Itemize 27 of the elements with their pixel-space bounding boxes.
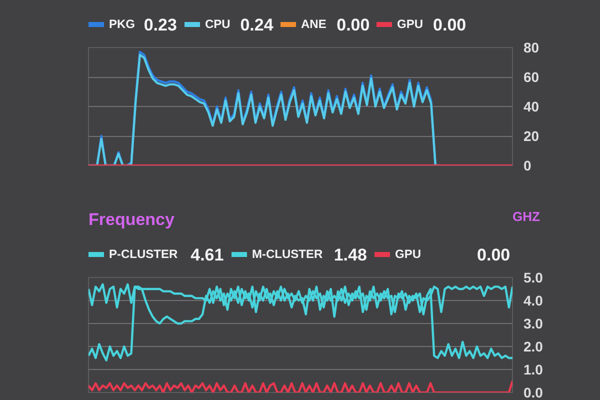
legend-label: GPU <box>395 247 422 261</box>
text: 0.24 <box>240 16 274 34</box>
chart-title: Frequency <box>88 210 176 229</box>
y-tick-label: 20 <box>524 128 540 144</box>
y-tick-label: 0 <box>524 158 532 174</box>
text: 0.23 <box>144 16 177 34</box>
y-tick-label: 40 <box>524 98 540 114</box>
y-tick-label: 80 <box>524 40 540 56</box>
legend-label: ANE <box>301 17 326 31</box>
legend-label: PKG <box>109 17 136 31</box>
text: 0.00 <box>336 16 370 34</box>
y-tick-label: 0.0 <box>524 384 544 400</box>
legend-label: CPU <box>205 17 230 31</box>
y-tick-label: 2.0 <box>524 338 544 354</box>
text: 0.00 <box>477 246 510 264</box>
y-tick-label: 4.0 <box>524 292 544 308</box>
y-axis-title: GHZ <box>512 209 540 224</box>
legend-label: M-CLUSTER <box>252 247 323 261</box>
y-tick-label: 5.0 <box>524 270 544 286</box>
y-tick-label: 3.0 <box>524 316 544 332</box>
y-tick-label: 1.0 <box>524 362 544 378</box>
text: 4.61 <box>190 246 224 264</box>
y-tick-label: 60 <box>524 69 540 85</box>
text: 1.48 <box>334 246 367 264</box>
legend-label: GPU <box>397 17 424 31</box>
text: 0.00 <box>433 16 466 34</box>
legend-label: P-CLUSTER <box>109 247 178 261</box>
